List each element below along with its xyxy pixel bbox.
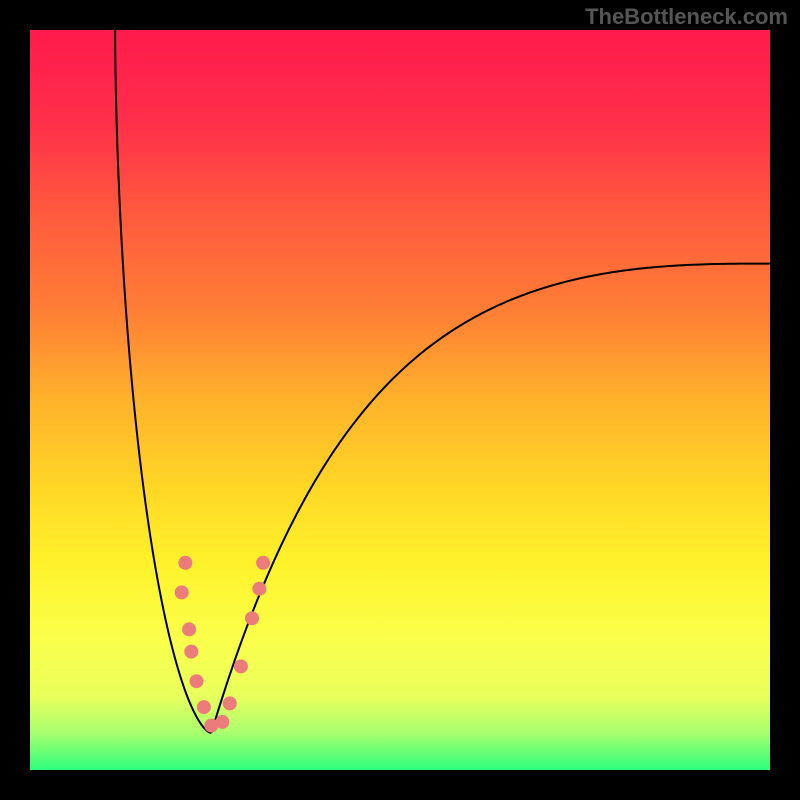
chart-svg	[30, 30, 770, 770]
curve-group	[115, 30, 770, 733]
marker-point	[175, 585, 189, 599]
marker-point	[234, 659, 248, 673]
marker-point	[178, 556, 192, 570]
marker-point	[223, 696, 237, 710]
curve-right-branch	[211, 264, 770, 733]
marker-point	[215, 715, 229, 729]
marker-point	[256, 556, 270, 570]
marker-point	[184, 645, 198, 659]
marker-group	[175, 556, 270, 733]
watermark-text: TheBottleneck.com	[585, 4, 788, 30]
marker-point	[190, 674, 204, 688]
marker-point	[182, 622, 196, 636]
marker-point	[197, 700, 211, 714]
marker-point	[245, 611, 259, 625]
plot-area	[30, 30, 770, 770]
curve-left-branch	[115, 30, 211, 733]
marker-point	[252, 582, 266, 596]
